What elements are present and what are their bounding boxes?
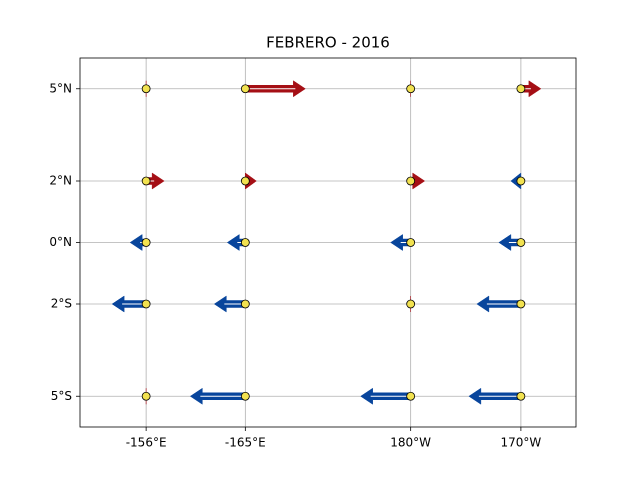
station-marker <box>406 176 416 186</box>
x-tick-label: 170°W <box>500 436 541 450</box>
plot-frame <box>79 57 577 428</box>
station-marker <box>516 176 526 186</box>
station-marker <box>240 238 250 247</box>
station-marker <box>141 176 151 186</box>
station-marker <box>240 299 250 309</box>
station-marker <box>516 238 526 247</box>
station-marker <box>240 391 250 401</box>
y-tick-label: 5°N <box>49 81 72 95</box>
station-marker <box>406 84 416 94</box>
station-marker <box>141 391 151 401</box>
y-tick-label: 0°N <box>49 235 72 249</box>
station-marker <box>141 238 151 247</box>
station-marker <box>516 299 526 309</box>
station-marker <box>406 391 416 401</box>
station-marker <box>516 84 526 94</box>
x-tick-label: 180°W <box>390 436 431 450</box>
station-marker <box>141 84 151 94</box>
station-marker <box>516 391 526 401</box>
x-tick-label: -156°E <box>126 436 167 450</box>
station-marker <box>240 176 250 186</box>
x-tick-label: -165°E <box>225 436 266 450</box>
y-tick-label: 2°N <box>49 174 72 188</box>
y-tick-label: 5°S <box>51 389 72 403</box>
y-tick-label: 2°S <box>51 297 72 311</box>
chart-title: FEBRERO - 2016 <box>266 34 390 52</box>
station-marker <box>240 84 250 94</box>
station-marker <box>406 238 416 247</box>
station-marker <box>141 299 151 309</box>
station-marker <box>406 299 416 309</box>
